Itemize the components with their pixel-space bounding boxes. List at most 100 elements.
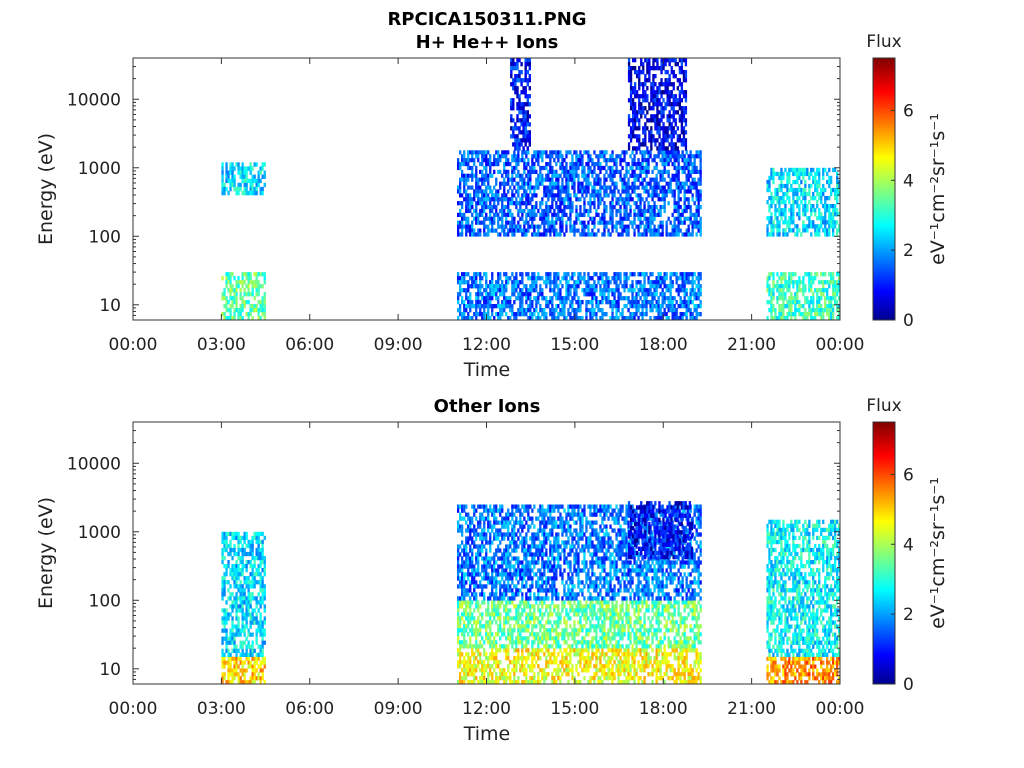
spectrogram-cell <box>514 142 517 147</box>
spectrogram-cell <box>465 660 468 665</box>
spectrogram-cell <box>245 166 248 171</box>
spectrogram-cell <box>632 114 635 119</box>
spectrogram-cell <box>477 300 480 305</box>
spectrogram-cell <box>473 680 476 685</box>
spectrogram-cell <box>633 177 636 182</box>
spectrogram-cell <box>521 304 524 309</box>
spectrogram-cell <box>673 216 676 221</box>
spectrogram-cell <box>786 224 789 229</box>
spectrogram-cell <box>770 304 773 309</box>
spectrogram-cell <box>613 189 616 194</box>
spectrogram-cell <box>229 182 232 188</box>
spectrogram-cell <box>461 296 464 301</box>
spectrogram-cell <box>471 228 474 233</box>
spectrogram-cell <box>465 205 468 210</box>
spectrogram-cell <box>794 167 797 173</box>
spectrogram-cell <box>673 272 676 277</box>
spectrogram-cell <box>522 126 525 131</box>
spectrogram-cell <box>645 312 648 317</box>
spectrogram-cell <box>575 212 578 217</box>
spectrogram-cell <box>507 296 510 301</box>
spectrogram-cell <box>499 304 502 309</box>
spectrogram-cell <box>642 90 645 95</box>
spectrogram-cell <box>235 308 238 313</box>
spectrogram-cell <box>489 292 492 297</box>
spectrogram-cell <box>475 212 478 217</box>
spectrogram-cell <box>461 201 464 206</box>
spectrogram-cell <box>828 304 831 309</box>
spectrogram-cell <box>565 212 568 217</box>
spectrogram-cell <box>493 193 496 198</box>
spectrogram-cell <box>643 288 646 293</box>
spectrogram-cell <box>637 280 640 285</box>
spectrogram-cell <box>465 304 468 309</box>
spectrogram-cell <box>585 312 588 317</box>
spectrogram-cell <box>463 312 466 317</box>
spectrogram-cell <box>794 171 797 177</box>
spectrogram-cell <box>531 224 534 229</box>
spectrogram-cell <box>766 183 769 189</box>
spectrogram-cell <box>639 312 642 317</box>
spectrogram-cell <box>487 292 490 297</box>
spectrogram-cell <box>547 193 550 198</box>
spectrogram-cell <box>245 564 248 569</box>
spectrogram-cell <box>599 308 602 313</box>
spectrogram-cell <box>629 312 632 317</box>
spectrogram-cell <box>525 205 528 210</box>
spectrogram-cell <box>225 632 228 637</box>
spectrogram-cell <box>509 201 512 206</box>
spectrogram-cell <box>683 208 686 214</box>
spectrogram-cell <box>615 154 618 159</box>
spectrogram-cell <box>695 220 698 225</box>
spectrogram-cell <box>555 220 558 225</box>
spectrogram-cell <box>259 588 262 593</box>
spectrogram-cell <box>549 296 552 301</box>
spectrogram-cell <box>565 284 568 289</box>
spectrogram-cell <box>583 189 586 194</box>
spectrogram-cell <box>522 90 525 95</box>
spectrogram-cell <box>667 169 670 174</box>
spectrogram-cell <box>625 169 628 174</box>
spectrogram-cell <box>658 134 661 139</box>
spectrogram-cell <box>699 193 702 198</box>
spectrogram-cell <box>697 296 700 301</box>
spectrogram-cell <box>501 224 504 229</box>
spectrogram-cell <box>615 272 618 277</box>
spectrogram-cell <box>792 204 795 209</box>
spectrogram-cell <box>615 276 618 281</box>
spectrogram-cell <box>670 146 673 151</box>
spectrogram-cell <box>634 118 637 123</box>
spectrogram-cell <box>579 272 582 277</box>
spectrogram-cell <box>772 292 775 297</box>
spectrogram-cell <box>663 312 666 317</box>
spectrogram-cell <box>782 288 785 293</box>
spectrogram-cell <box>834 196 837 201</box>
spectrogram-cell <box>251 292 254 297</box>
spectrogram-cell <box>467 205 470 210</box>
spectrogram-cell <box>543 185 546 190</box>
spectrogram-cell <box>838 308 841 313</box>
spectrogram-cell <box>649 284 652 289</box>
spectrogram-cell <box>521 173 524 178</box>
spectrogram-cell <box>635 308 638 313</box>
spectrogram-cell <box>665 224 668 229</box>
spectrogram-cell <box>778 220 781 225</box>
spectrogram-cell <box>810 276 813 281</box>
spectrogram-cell <box>253 162 256 167</box>
spectrogram-cell <box>794 280 797 285</box>
spectrogram-cell <box>643 189 646 194</box>
spectrogram-cell <box>551 312 554 317</box>
spectrogram-cell <box>585 304 588 309</box>
spectrogram-cell <box>257 316 260 321</box>
spectrogram-cell <box>489 205 492 210</box>
spectrogram-cell <box>643 228 646 233</box>
spectrogram-cell <box>595 296 598 301</box>
spectrogram-cell <box>838 272 841 277</box>
spectrogram-cell <box>682 110 686 115</box>
spectrogram-cell <box>642 86 645 91</box>
spectrogram-cell <box>561 201 564 206</box>
spectrogram-cell <box>814 228 817 233</box>
spectrogram-cell <box>666 90 669 95</box>
spectrogram-cell <box>257 178 260 184</box>
spectrogram-cell <box>517 193 520 198</box>
